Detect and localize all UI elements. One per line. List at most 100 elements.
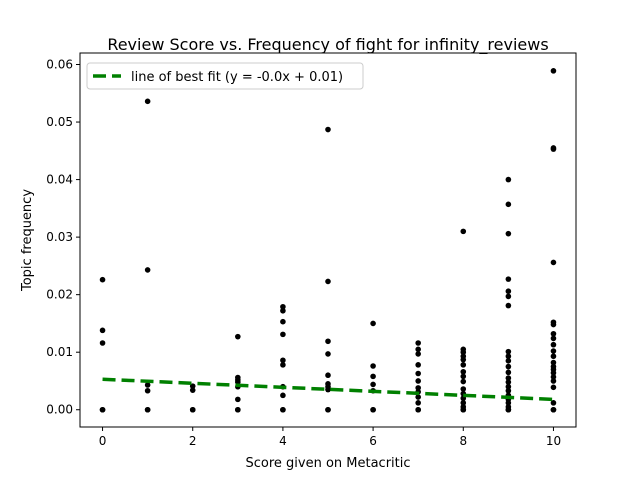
plot-frame	[79, 52, 577, 428]
data-point	[235, 396, 241, 403]
data-point	[505, 387, 512, 394]
data-point	[505, 302, 512, 309]
data-point	[280, 362, 286, 368]
data-point	[505, 176, 512, 183]
data-point	[550, 68, 557, 74]
data-point	[325, 351, 331, 357]
x-tick-label: 4	[279, 434, 287, 448]
data-point	[505, 379, 512, 385]
data-point	[189, 406, 196, 413]
data-point	[460, 400, 467, 406]
data-point	[460, 368, 467, 375]
data-point	[505, 404, 512, 410]
data-point	[415, 406, 421, 413]
data-point	[99, 340, 106, 346]
data-point	[415, 351, 421, 357]
data-point	[370, 363, 376, 369]
data-point	[550, 330, 557, 337]
data-point	[505, 375, 512, 381]
data-point	[550, 374, 557, 380]
data-point	[460, 353, 467, 360]
data-point	[280, 307, 286, 314]
data-point	[280, 318, 286, 325]
data-point	[280, 303, 286, 310]
data-point	[280, 406, 286, 413]
data-point	[144, 387, 151, 394]
data-point	[144, 98, 151, 105]
data-point	[460, 378, 467, 385]
data-point	[460, 404, 467, 410]
y-tick-label: 0.04	[46, 173, 73, 187]
data-point	[505, 369, 512, 376]
y-tick-label: 0.01	[46, 345, 73, 359]
data-point	[325, 338, 331, 345]
data-point	[370, 406, 376, 413]
data-point	[460, 228, 467, 235]
data-point	[415, 385, 421, 391]
data-point	[235, 406, 241, 413]
data-point	[325, 372, 331, 379]
data-point	[505, 358, 512, 364]
data-point	[280, 357, 286, 364]
y-tick-label: 0.06	[46, 58, 73, 72]
y-tick-label: 0.05	[46, 115, 73, 129]
data-point	[505, 363, 512, 370]
data-point	[550, 363, 557, 370]
data-point	[280, 392, 286, 399]
x-tick-label: 6	[369, 434, 377, 448]
data-point	[460, 386, 467, 392]
data-point	[505, 383, 512, 390]
y-tick-label: 0.03	[46, 230, 73, 244]
data-point	[370, 373, 376, 380]
data-point	[550, 406, 557, 413]
data-point	[415, 340, 421, 346]
data-point	[505, 230, 512, 237]
data-point	[505, 288, 512, 295]
data-point	[325, 126, 331, 133]
data-point	[550, 319, 557, 326]
data-point	[325, 278, 331, 285]
data-point	[460, 346, 467, 353]
data-point	[550, 400, 557, 406]
data-point	[505, 201, 512, 208]
data-point	[550, 378, 557, 384]
y-tick-label: 0.02	[46, 288, 73, 302]
data-point	[460, 373, 467, 380]
data-point	[505, 348, 512, 355]
data-point	[99, 406, 106, 413]
data-point	[415, 378, 421, 384]
x-axis-label: Score given on Metacritic	[245, 456, 410, 471]
data-point	[370, 320, 376, 327]
chart-title: Review Score vs. Frequency of fight for …	[107, 35, 548, 55]
data-point	[99, 276, 106, 283]
data-point	[550, 348, 557, 354]
x-tick-label: 2	[189, 434, 197, 448]
data-point	[550, 145, 557, 151]
data-point	[144, 267, 151, 273]
legend: line of best fit (y = -0.0x + 0.01)	[86, 62, 364, 90]
data-point	[550, 259, 557, 266]
data-point	[99, 327, 106, 334]
data-point	[325, 381, 331, 387]
data-point	[235, 374, 241, 381]
data-point	[370, 381, 376, 388]
data-point	[415, 370, 421, 377]
data-point	[280, 331, 286, 338]
data-point	[144, 382, 151, 388]
data-point	[550, 353, 557, 360]
data-point	[415, 400, 421, 406]
legend-box	[86, 62, 364, 90]
data-point	[415, 394, 421, 400]
data-point	[550, 359, 557, 366]
data-point	[550, 384, 557, 391]
data-point	[144, 406, 151, 413]
data-point	[460, 362, 467, 368]
y-tick-label: 0.00	[46, 403, 73, 417]
data-point	[505, 353, 512, 360]
data-point	[550, 341, 557, 348]
legend-label: line of best fit (y = -0.0x + 0.01)	[131, 70, 343, 85]
x-tick-label: 8	[459, 434, 467, 448]
x-tick-label: 10	[546, 434, 561, 448]
y-axis-label: Topic frequency	[20, 189, 35, 292]
